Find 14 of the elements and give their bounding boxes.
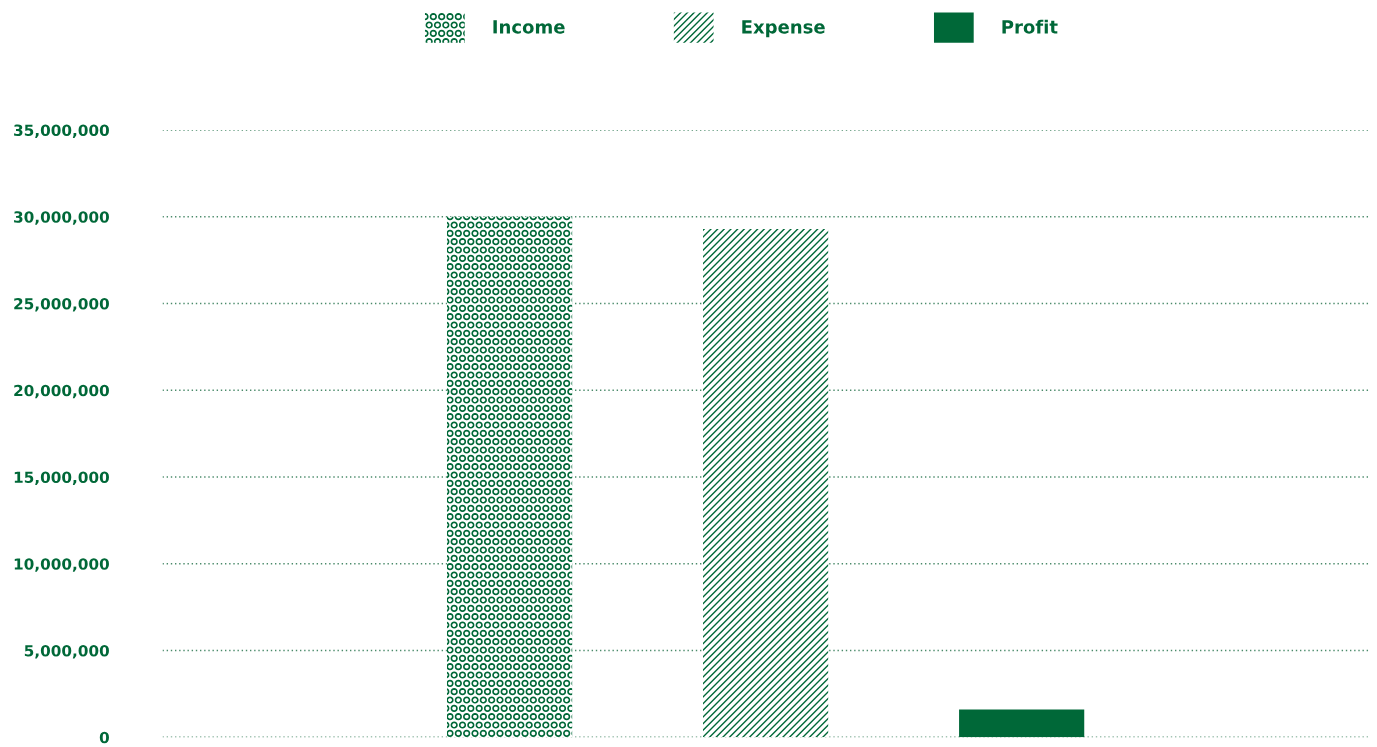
y-tick-label: 20,000,000: [14, 384, 109, 399]
legend-label: Profit: [1002, 19, 1058, 34]
y-tick-label: 25,000,000: [14, 297, 109, 312]
bar: [446, 216, 573, 738]
bar: [703, 228, 829, 738]
bar: [959, 709, 1085, 738]
y-tick-label: 30,000,000: [14, 211, 109, 225]
y-tick-label: 15,000,000: [14, 471, 109, 485]
y-tick-label: 5,000,000: [24, 645, 109, 659]
y-tick-label: 10,000,000: [14, 558, 109, 572]
y-tick-label: 0: [99, 731, 109, 744]
y-tick-label: 35,000,000: [14, 124, 109, 138]
legend-label: Expense: [742, 20, 825, 38]
legend-label: Income: [493, 20, 565, 34]
